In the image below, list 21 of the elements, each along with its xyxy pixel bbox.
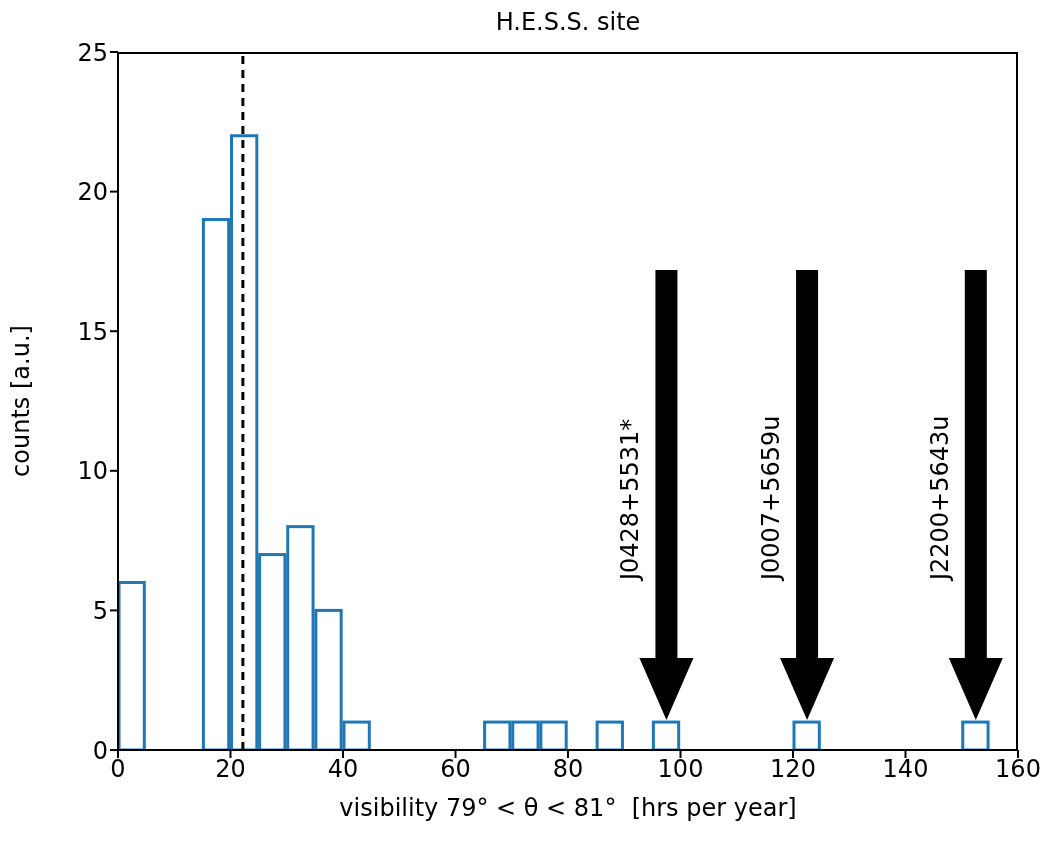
x-tick-label: 20	[215, 755, 246, 784]
x-tick-label: 40	[327, 755, 359, 784]
x-tick-label: 160	[995, 755, 1041, 784]
y-tick-label: 25	[77, 38, 108, 67]
y-tick-label: 10	[77, 457, 108, 486]
y-tick-label: 20	[77, 178, 108, 207]
y-axis-title: counts [a.u.]	[6, 325, 35, 477]
annotation: J0007+5659u	[757, 415, 786, 583]
x-tick-label: 100	[657, 755, 704, 784]
x-tick-label: 120	[770, 755, 816, 784]
x-tick-label: 0	[110, 755, 126, 784]
x-axis-title: visibility 79° < θ < 81° [hrs per year]	[338, 794, 798, 822]
x-tick-label: 80	[552, 755, 584, 784]
x-tick-label: 140	[882, 755, 929, 784]
y-tick-label: 0	[92, 736, 108, 765]
annotation: J2200+5643u	[925, 415, 954, 583]
x-tick-label: 60	[440, 755, 471, 784]
y-tick-label: 15	[77, 317, 108, 346]
annotation: J0428+5531*	[616, 418, 645, 583]
y-tick-label: 5	[92, 596, 108, 625]
chart-title: H.E.S.S. site	[494, 8, 642, 38]
